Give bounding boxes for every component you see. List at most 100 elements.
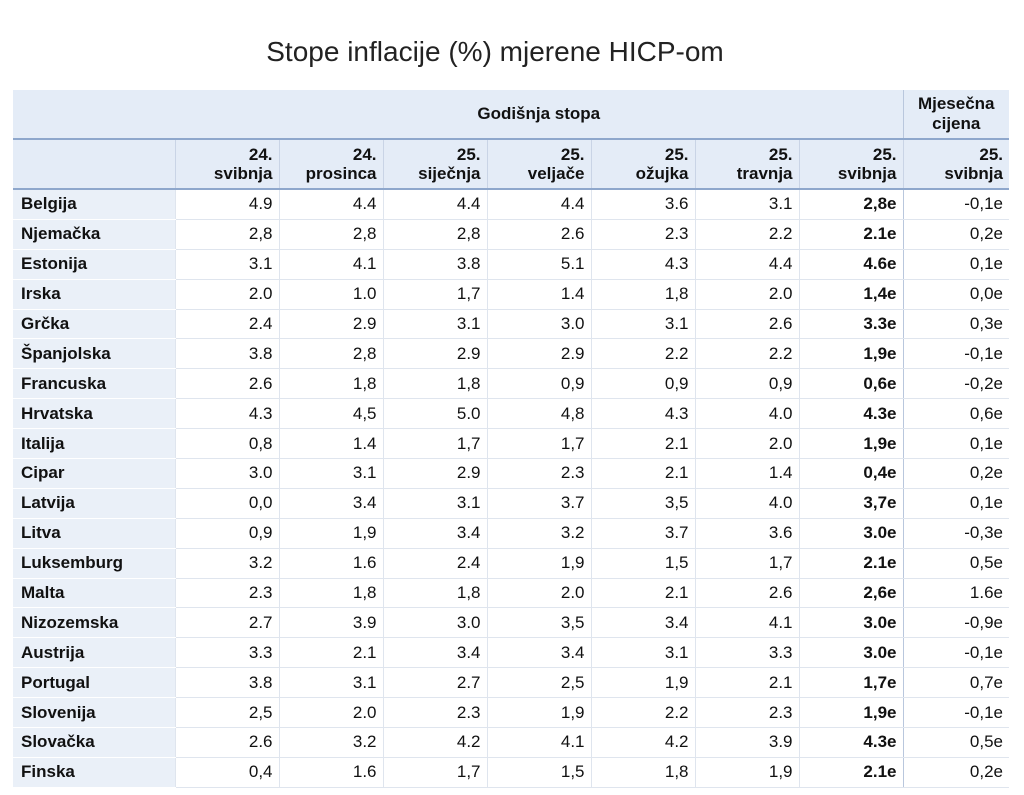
value-cell: 2.1e — [798, 757, 903, 788]
table-row: Malta 2.3 1,8 1,8 2.0 2.1 2.6 2,6e 1.6e — [13, 578, 1009, 609]
value-cell: 2.9 — [382, 458, 487, 489]
value-cell: 1,7 — [486, 428, 591, 460]
column-header-day: 24. — [248, 145, 273, 164]
table-row: Latvija 0,0 3.4 3.1 3.7 3,5 4.0 3,7e 0,1e — [13, 488, 1009, 519]
column-header-6: 25. svibnja — [798, 138, 903, 190]
value-cell: 2.0 — [694, 279, 799, 310]
value-cell: 3.0e — [798, 607, 903, 639]
value-cell: 2.6 — [694, 309, 799, 340]
value-cell: 2.0 — [174, 279, 279, 310]
country-name: Finska — [13, 757, 175, 788]
value-cell: 2.9 — [486, 338, 591, 370]
value-cell: 1,9e — [798, 338, 903, 370]
value-cell: 0,3e — [902, 309, 1009, 340]
value-cell: 3.0e — [798, 637, 903, 669]
value-cell: -0,1e — [902, 189, 1009, 220]
value-cell: 3.8 — [174, 667, 279, 699]
value-cell: 0,4e — [798, 458, 903, 489]
table-row: Irska 2.0 1.0 1,7 1.4 1,8 2.0 1,4e 0,0e — [13, 279, 1009, 310]
value-cell: 0,9 — [486, 368, 591, 400]
value-cell: 4.4 — [278, 189, 383, 220]
table-row: Finska 0,4 1.6 1,7 1,5 1,8 1,9 2.1e 0,2e — [13, 757, 1009, 788]
column-header-day: 25. — [560, 145, 585, 164]
value-cell: 2.0 — [694, 428, 799, 460]
value-cell: 2.2 — [590, 338, 695, 370]
value-cell: 1.0 — [278, 279, 383, 310]
table-row: Grčka 2.4 2.9 3.1 3.0 3.1 2.6 3.3e 0,3e — [13, 309, 1009, 340]
country-name: Slovenija — [13, 697, 175, 729]
value-cell: 0,2e — [902, 757, 1009, 788]
table-row: Slovačka 2.6 3.2 4.2 4.1 4.2 3.9 4.3e 0,5e — [13, 727, 1009, 758]
value-cell: 4.3 — [590, 398, 695, 430]
value-cell: 4.3 — [174, 398, 279, 430]
value-cell: 1.6 — [278, 757, 383, 788]
value-cell: 1,9 — [590, 667, 695, 699]
value-cell: 0,1e — [902, 249, 1009, 280]
value-cell: 1.4 — [278, 428, 383, 460]
value-cell: 2.3 — [694, 697, 799, 729]
column-header-month: veljače — [527, 164, 585, 183]
value-cell: 0,5e — [902, 548, 1009, 579]
value-cell: 1,9e — [798, 697, 903, 729]
table-title: Stope inflacije (%) mjerene HICP-om — [266, 36, 724, 67]
country-header — [13, 138, 175, 190]
country-name: Hrvatska — [13, 398, 175, 430]
value-cell: 1.6e — [902, 578, 1009, 609]
value-cell: 4,5 — [278, 398, 383, 430]
value-cell: -0,3e — [902, 518, 1009, 549]
column-header-4: 25. ožujka — [590, 138, 695, 190]
value-cell: 2,8 — [278, 219, 383, 250]
value-cell: 2.1e — [798, 548, 903, 579]
value-cell: 3.3 — [174, 637, 279, 669]
value-cell: 3,7e — [798, 488, 903, 519]
value-cell: 3.9 — [278, 607, 383, 639]
value-cell: 1,8 — [278, 578, 383, 609]
value-cell: 1.6 — [278, 548, 383, 579]
group-header-row: Godišnja stopa Mjesečna cijena — [13, 90, 1009, 139]
value-cell: 2.3 — [382, 697, 487, 729]
value-cell: 2,8 — [174, 219, 279, 250]
value-cell: 2.3 — [174, 578, 279, 609]
table-row: Estonija 3.1 4.1 3.8 5.1 4.3 4.4 4.6e 0,1e — [13, 249, 1009, 280]
value-cell: 1,7 — [382, 428, 487, 460]
value-cell: 0,9 — [174, 518, 279, 549]
table-row: Belgija 4.9 4.4 4.4 4.4 3.6 3.1 2,8e -0,1e — [13, 189, 1009, 220]
value-cell: 3.1 — [590, 309, 695, 340]
value-cell: 3.0 — [174, 458, 279, 489]
table-row: Italija 0,8 1.4 1,7 1,7 2.1 2.0 1,9e 0,1e — [13, 428, 1009, 460]
value-cell: 1.4 — [694, 458, 799, 489]
value-cell: 4.3e — [798, 398, 903, 430]
value-cell: 3,5 — [590, 488, 695, 519]
value-cell: 3.0 — [486, 309, 591, 340]
value-cell: 4.0 — [694, 488, 799, 519]
country-name: Malta — [13, 578, 175, 609]
value-cell: 2.1 — [590, 458, 695, 489]
table-row: Njemačka 2,8 2,8 2,8 2.6 2.3 2.2 2.1e 0,2e — [13, 219, 1009, 250]
value-cell: 2.0 — [278, 697, 383, 729]
value-cell: 2,8 — [382, 219, 487, 250]
table-body: Belgija 4.9 4.4 4.4 4.4 3.6 3.1 2,8e -0,1e Njemač… — [13, 189, 1009, 788]
value-cell: 3.3e — [798, 309, 903, 340]
value-cell: 0,9 — [694, 368, 799, 400]
table-row: Hrvatska 4.3 4,5 5.0 4,8 4.3 4.0 4.3e 0,6e — [13, 398, 1009, 430]
country-name: Francuska — [13, 368, 175, 400]
value-cell: 3.4 — [278, 488, 383, 519]
value-cell: 4.0 — [694, 398, 799, 430]
table-row: Luksemburg 3.2 1.6 2.4 1,9 1,5 1,7 2.1e 0,5e — [13, 548, 1009, 579]
table-row: Litva 0,9 1,9 3.4 3.2 3.7 3.6 3.0e -0,3e — [13, 518, 1009, 549]
value-cell: 4.2 — [590, 727, 695, 758]
value-cell: -0,1e — [902, 338, 1009, 370]
value-cell: 0,7e — [902, 667, 1009, 699]
value-cell: 0,1e — [902, 428, 1009, 460]
value-cell: 3.1 — [590, 637, 695, 669]
column-header-0: 24. svibnja — [174, 138, 279, 190]
country-name: Slovačka — [13, 727, 175, 758]
value-cell: 0,9 — [590, 368, 695, 400]
country-name: Cipar — [13, 458, 175, 489]
column-header-month: prosinca — [305, 164, 377, 183]
value-cell: 2.2 — [694, 338, 799, 370]
value-cell: 3.1 — [278, 458, 383, 489]
value-cell: 3.7 — [486, 488, 591, 519]
value-cell: 2.1e — [798, 219, 903, 250]
value-cell: 0,0e — [902, 279, 1009, 310]
